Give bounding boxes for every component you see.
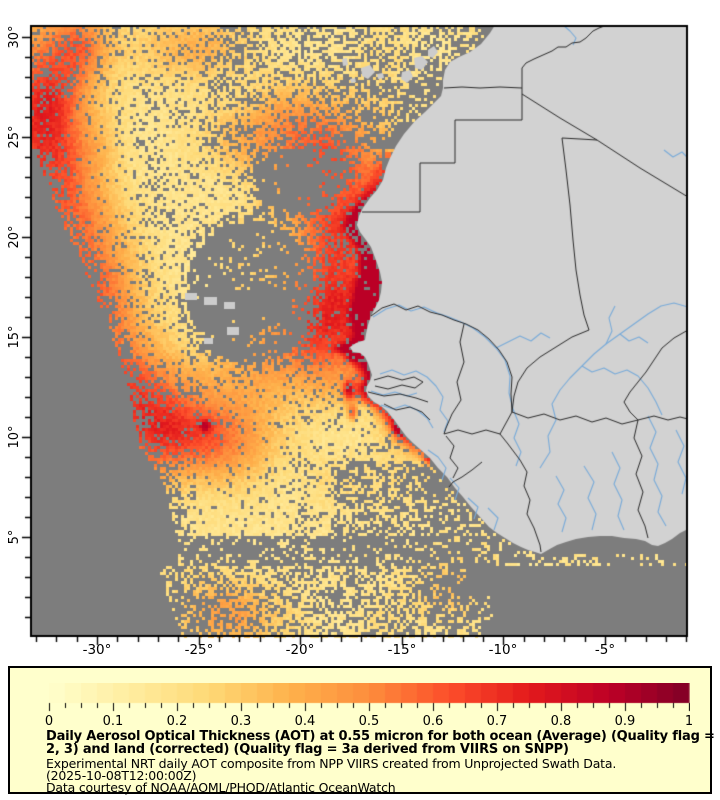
colorbar-tick-label: 1 (684, 714, 694, 729)
y-axis-tick-label: 5° (7, 529, 22, 545)
colorbar-tick-label: 0.2 (166, 714, 188, 729)
y-axis-tick-label: 25° (7, 125, 22, 149)
y-axis-tick-label: 15° (7, 325, 22, 349)
colorbar-tick-label: 0.4 (294, 714, 316, 729)
colorbar-tick-label: 0.7 (486, 714, 508, 729)
legend-title-line2: 2, 3) and land (corrected) (Quality flag… (46, 742, 569, 757)
colorbar-tick-label: 0.9 (614, 714, 636, 729)
y-axis-tick-label: 30° (7, 25, 22, 49)
colorbar (48, 683, 690, 713)
x-axis-tick-label: -10° (488, 642, 518, 658)
legend-subtitle: Experimental NRT daily AOT composite fro… (46, 756, 617, 771)
colorbar-tick-label: 0.6 (422, 714, 444, 729)
x-axis-tick-label: -30° (82, 642, 112, 658)
legend-caption: Daily Aerosol Optical Thickness (AOT) at… (46, 729, 720, 795)
legend-credit: Data courtesy of NOAA/AOML/PHOD/Atlantic… (46, 780, 396, 795)
x-axis-tick-label: -5° (594, 642, 616, 658)
colorbar-tick-label: 0.3 (230, 714, 252, 729)
x-axis-tick-label: -20° (285, 642, 315, 658)
map-canvas (0, 0, 720, 666)
colorbar-tick-label: 0.1 (102, 714, 124, 729)
colorbar-tick-label: 0.5 (358, 714, 380, 729)
y-axis-tick-label: 10° (7, 425, 22, 449)
x-axis-tick-label: -25° (184, 642, 214, 658)
legend-panel: 0 0.1 0.2 0.3 0.4 0.5 0.6 0.7 0.8 0.9 1 Daily Aero… (8, 666, 720, 795)
y-axis-tick-label: 20° (7, 225, 22, 249)
legend-timestamp: (2025-10-08T12:00:00Z) (46, 768, 197, 783)
colorbar-tick-label: 0 (44, 714, 54, 729)
legend-title-line1: Daily Aerosol Optical Thickness (AOT) at… (46, 729, 720, 744)
x-axis-tick-label: -15° (387, 642, 417, 658)
colorbar-tick-label: 0.8 (550, 714, 572, 729)
